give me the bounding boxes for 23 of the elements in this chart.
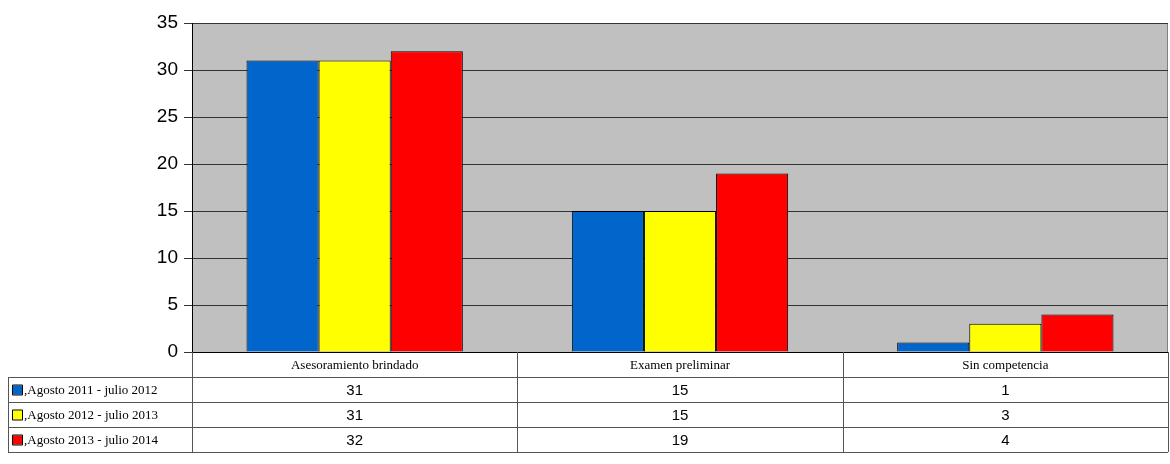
- y-tick-label: 20: [156, 152, 178, 174]
- data-label: 32: [346, 430, 364, 448]
- data-label: 1: [1001, 380, 1010, 398]
- data-label: 4: [1001, 430, 1010, 448]
- data-label: 31: [346, 405, 364, 423]
- x-tick-label: Asesoramiento brindado: [290, 356, 419, 372]
- legend-label: ,Agosto 2012 - julio 2013: [24, 406, 158, 422]
- legend-label: ,Agosto 2011 - julio 2012: [24, 381, 158, 397]
- data-label: 19: [671, 430, 689, 448]
- y-tick-label: 10: [156, 246, 178, 268]
- data-label: 31: [346, 380, 364, 398]
- y-tick-label: 5: [167, 293, 178, 315]
- y-tick-label: 15: [156, 199, 178, 221]
- y-tick-label: 0: [167, 340, 178, 362]
- data-label: 15: [671, 380, 689, 398]
- x-tick-label: Examen preliminar: [630, 356, 731, 372]
- legend-label: ,Agosto 2013 - julio 2014: [24, 431, 159, 447]
- y-tick-label: 35: [156, 11, 178, 33]
- x-tick-label: Sin competencia: [962, 356, 1049, 372]
- data-label: 3: [1001, 405, 1010, 423]
- y-tick-label: 25: [156, 105, 178, 127]
- data-label: 15: [671, 405, 689, 423]
- y-tick-label: 30: [156, 58, 178, 80]
